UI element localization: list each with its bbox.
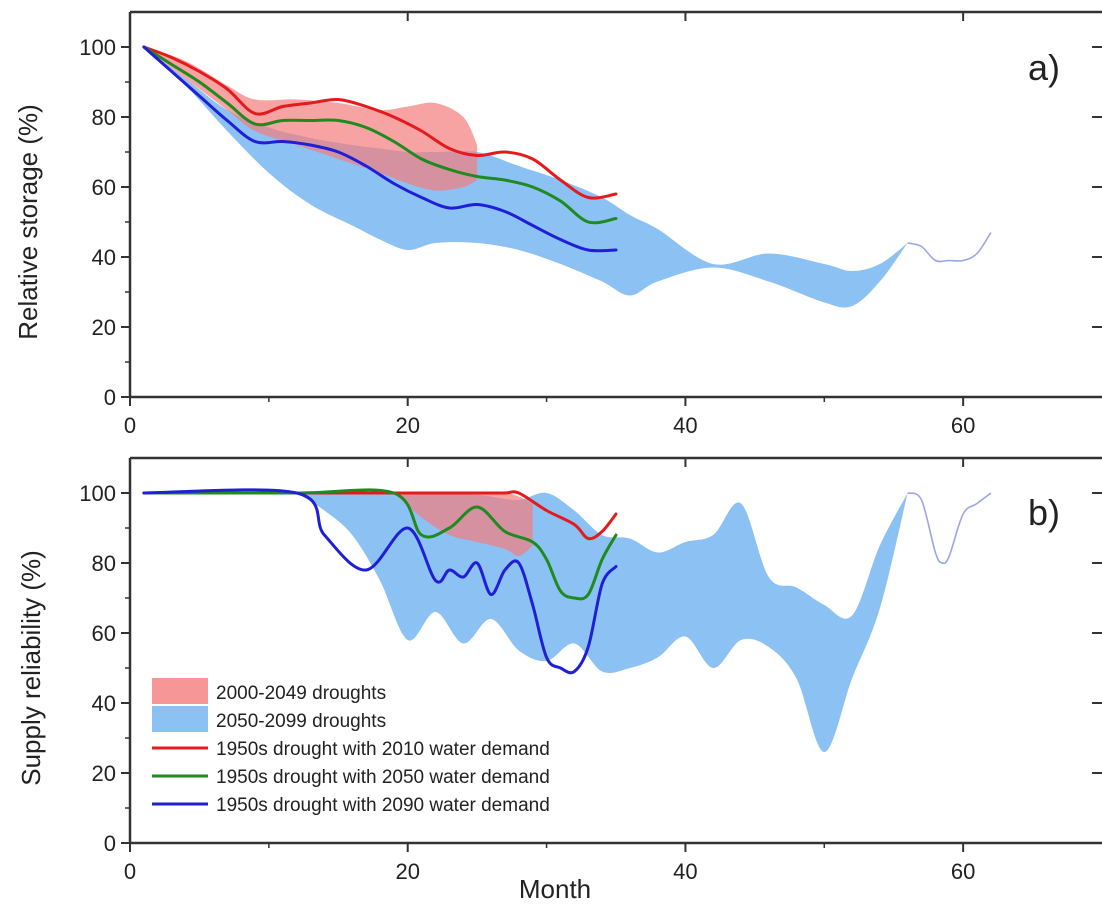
panel-b-y-tick-label: 20 [92, 761, 116, 786]
panel-a-series-line-1 [142, 45, 618, 200]
panel-a-series-line-3 [142, 45, 618, 253]
panel-b: 0 20 40 60 80 100 0 20 40 60 Supply reliability (… [16, 456, 1102, 904]
panel-a-axes: 0 20 40 60 80 100 0 20 40 60 [79, 10, 1102, 438]
panel-a-plot-area [142, 45, 992, 308]
panel-b-series-line-2 [142, 488, 618, 601]
panel-a-y-tick-label: 100 [79, 35, 116, 60]
panel-a-series-line-2 [142, 45, 618, 225]
legend-swatch-box [152, 678, 208, 704]
panel-a-thin-line [907, 232, 992, 263]
panel-a-y-tick-label: 40 [92, 245, 116, 270]
panel-b-y-tick-label: 0 [104, 831, 116, 856]
legend-label: 1950s drought with 2010 water demand [216, 739, 550, 760]
panel-b-x-tick-label: 0 [124, 859, 136, 884]
panel-a-y-tick-label: 80 [92, 105, 116, 130]
panel-a-y-tick-label: 20 [92, 315, 116, 340]
panel-b-thin-line [907, 492, 992, 565]
legend-swatch-box [152, 706, 208, 732]
panel-a-x-tick-label: 20 [395, 413, 419, 438]
panel-b-xlabel: Month [519, 874, 591, 904]
panel-a-x-tick-label: 60 [951, 413, 975, 438]
panel-b-series-line-1 [142, 490, 618, 541]
panel-a-band-2000-2049 [143, 47, 478, 191]
panel-a-ylabel: Relative storage (%) [13, 104, 43, 340]
panel-a-y-tick-label: 60 [92, 175, 116, 200]
panel-a-y-tick-label: 0 [104, 385, 116, 410]
legend-label: 1950s drought with 2090 water demand [216, 795, 550, 816]
panel-b-ylabel: Supply reliability (%) [16, 550, 46, 786]
panel-b-series-line-3 [142, 488, 618, 675]
panel-b-label: b) [1028, 492, 1060, 533]
panel-a-x-tick-label: 0 [124, 413, 136, 438]
panel-b-x-tick-label: 60 [951, 859, 975, 884]
panel-b-band-2050-2099 [296, 492, 908, 752]
panel-b-y-tick-label: 60 [92, 621, 116, 646]
legend: 2000-2049 droughts 2050-2099 droughts 1950… [152, 678, 550, 816]
panel-a: 0 20 40 60 80 100 0 20 40 60 Relative storage (%)… [13, 10, 1102, 438]
panel-b-axes: 0 20 40 60 80 100 0 20 40 60 [79, 456, 1102, 884]
panel-b-x-tick-label: 20 [395, 859, 419, 884]
legend-label: 2000-2049 droughts [216, 683, 386, 704]
panel-b-band-2000-2049 [393, 492, 533, 557]
panel-a-label: a) [1028, 47, 1060, 88]
panel-b-x-tick-label: 40 [673, 859, 697, 884]
legend-label: 2050-2099 droughts [216, 711, 386, 732]
panel-a-x-tick-label: 40 [673, 413, 697, 438]
legend-label: 1950s drought with 2050 water demand [216, 767, 550, 788]
panel-b-y-tick-label: 40 [92, 691, 116, 716]
panel-a-band-2050-2099 [143, 47, 908, 308]
panel-b-plot-area [142, 488, 992, 752]
panel-b-y-tick-label: 100 [79, 481, 116, 506]
panel-b-y-tick-label: 80 [92, 551, 116, 576]
